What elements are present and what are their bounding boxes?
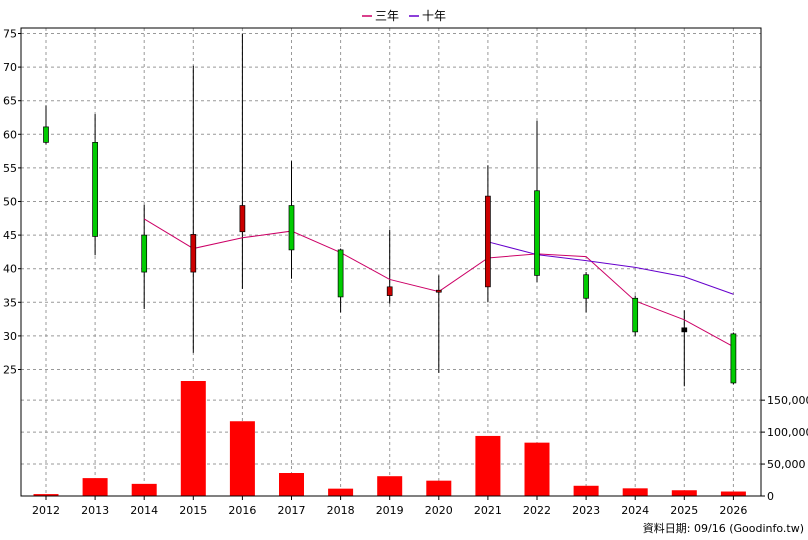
volume-bar — [524, 442, 550, 496]
price-tick-label: 65 — [3, 95, 17, 108]
volume-bar — [33, 494, 59, 496]
candle-body — [435, 289, 442, 293]
x-tick-label: 2019 — [376, 504, 404, 517]
legend-label-3yr: 三年 — [375, 9, 399, 23]
volume-bar — [377, 476, 403, 496]
price-tick-label: 30 — [3, 330, 17, 343]
x-tick-label: 2024 — [621, 504, 649, 517]
x-tick-label: 2017 — [278, 504, 306, 517]
price-tick-label: 35 — [3, 296, 17, 309]
candle-body — [190, 234, 197, 273]
axes: 2012 2013 2014 2015 2016 2017 2018 2019 2020 2021… — [3, 27, 808, 517]
legend-label-10yr: 十年 — [422, 9, 446, 23]
x-tick-label: 2022 — [523, 504, 551, 517]
volume-bar — [229, 421, 255, 496]
plot-frame — [20, 27, 762, 497]
x-tick-label: 2020 — [425, 504, 453, 517]
x-tick-label: 2026 — [719, 504, 747, 517]
x-tick-label: 2016 — [228, 504, 256, 517]
candle-body — [288, 205, 295, 251]
volume-tick-label: 50,000 — [767, 458, 806, 471]
candle-body — [92, 142, 98, 237]
volume-bars — [33, 381, 746, 496]
x-tick-label: 2012 — [32, 504, 60, 517]
grid — [21, 28, 761, 496]
price-tick-label: 55 — [3, 162, 17, 175]
price-tick-label: 40 — [3, 263, 17, 276]
price-tick-label: 45 — [3, 229, 17, 242]
candle-body — [337, 249, 344, 298]
price-tick-label: 25 — [3, 364, 17, 377]
candle-bodies — [43, 126, 737, 384]
volume-bar — [279, 473, 304, 496]
volume-tick-label: 100,000 — [767, 426, 808, 439]
candle-body — [239, 205, 246, 233]
volume-bar — [475, 435, 501, 496]
x-tick-label: 2025 — [670, 504, 698, 517]
volume-tick-label: 150,000 — [767, 394, 808, 407]
volume-bar — [82, 478, 108, 496]
price-tick-label: 60 — [3, 128, 17, 141]
volume-tick-label: 0 — [767, 490, 774, 503]
x-tick-label: 2013 — [81, 504, 109, 517]
price-tick-label: 70 — [3, 61, 17, 74]
price-tick-label: 75 — [3, 28, 17, 41]
x-tick-label: 2021 — [474, 504, 502, 517]
volume-bar — [720, 491, 746, 496]
candle-body — [534, 190, 540, 276]
volume-bar — [426, 480, 452, 496]
line-10yr — [487, 241, 734, 295]
x-tick-label: 2018 — [327, 504, 355, 517]
volume-bar — [622, 488, 648, 496]
candle-body — [43, 126, 49, 143]
volume-bar — [328, 488, 354, 496]
x-tick-label: 2015 — [179, 504, 207, 517]
legend: 三年 十年 — [362, 9, 446, 23]
candle-body — [141, 234, 148, 273]
volume-bar — [180, 381, 206, 496]
x-tick-label: 2023 — [572, 504, 600, 517]
candle-body — [583, 274, 589, 299]
price-tick-label: 50 — [3, 196, 17, 209]
candle-body — [632, 297, 639, 333]
volume-bar — [573, 485, 599, 496]
candle-body — [730, 333, 737, 384]
x-tick-label: 2014 — [130, 504, 158, 517]
candle-body — [386, 286, 393, 296]
footer-source: 資料日期: 09/16 (Goodinfo.tw) — [643, 521, 804, 535]
candle-body — [681, 327, 688, 333]
candle-body — [485, 195, 491, 288]
volume-bar — [671, 490, 697, 496]
volume-bar — [131, 483, 157, 496]
